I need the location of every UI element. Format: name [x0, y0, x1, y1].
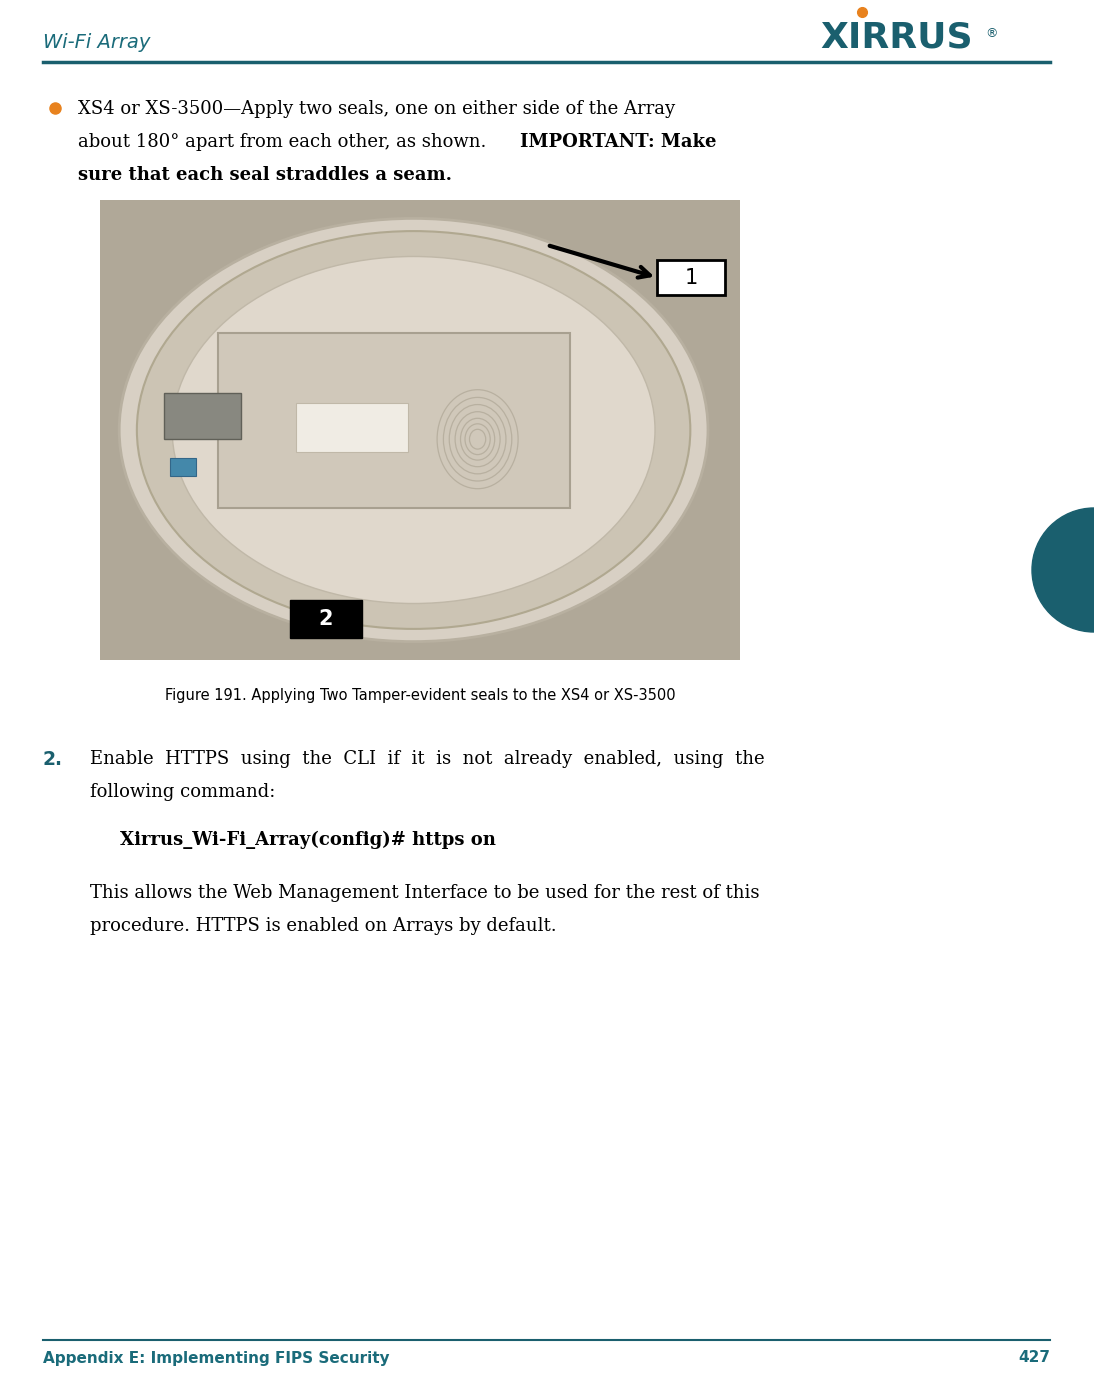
Bar	[657, 259, 725, 295]
Bar	[100, 200, 740, 660]
Text: following command:: following command:	[90, 782, 276, 800]
Bar	[164, 393, 241, 439]
Text: XIRRUS: XIRRUS	[820, 21, 973, 55]
Text: This allows the Web Management Interface to be used for the rest of this: This allows the Web Management Interface…	[90, 885, 759, 903]
Ellipse shape	[172, 257, 655, 603]
Bar	[295, 403, 408, 453]
Text: about 180° apart from each other, as shown.: about 180° apart from each other, as sho…	[78, 132, 498, 150]
Text: IMPORTANT: Make: IMPORTANT: Make	[520, 132, 717, 150]
Text: Enable  HTTPS  using  the  CLI  if  it  is  not  already  enabled,  using  the: Enable HTTPS using the CLI if it is not …	[90, 749, 765, 769]
Bar	[290, 600, 362, 638]
Text: Appendix E: Implementing FIPS Security: Appendix E: Implementing FIPS Security	[43, 1351, 389, 1365]
Text: 1: 1	[685, 268, 698, 287]
Text: Figure 191. Applying Two Tamper-evident seals to the XS4 or XS-3500: Figure 191. Applying Two Tamper-evident …	[165, 689, 675, 702]
Bar	[171, 458, 196, 476]
Wedge shape	[1032, 508, 1094, 632]
Text: Xirrus_Wi-Fi_Array(config)# https on: Xirrus_Wi-Fi_Array(config)# https on	[120, 831, 496, 849]
Text: procedure. HTTPS is enabled on Arrays by default.: procedure. HTTPS is enabled on Arrays by…	[90, 916, 557, 936]
Text: XS4 or XS-3500—Apply two seals, one on either side of the Array: XS4 or XS-3500—Apply two seals, one on e…	[78, 99, 675, 119]
Ellipse shape	[119, 218, 708, 642]
Text: sure that each seal straddles a seam.: sure that each seal straddles a seam.	[78, 166, 452, 184]
Text: 2.: 2.	[43, 749, 63, 769]
Text: ®: ®	[985, 28, 998, 40]
Text: 2: 2	[318, 609, 334, 629]
Text: 427: 427	[1019, 1351, 1050, 1365]
Text: Wi-Fi Array: Wi-Fi Array	[43, 33, 150, 51]
Ellipse shape	[137, 230, 690, 629]
Polygon shape	[219, 334, 570, 508]
